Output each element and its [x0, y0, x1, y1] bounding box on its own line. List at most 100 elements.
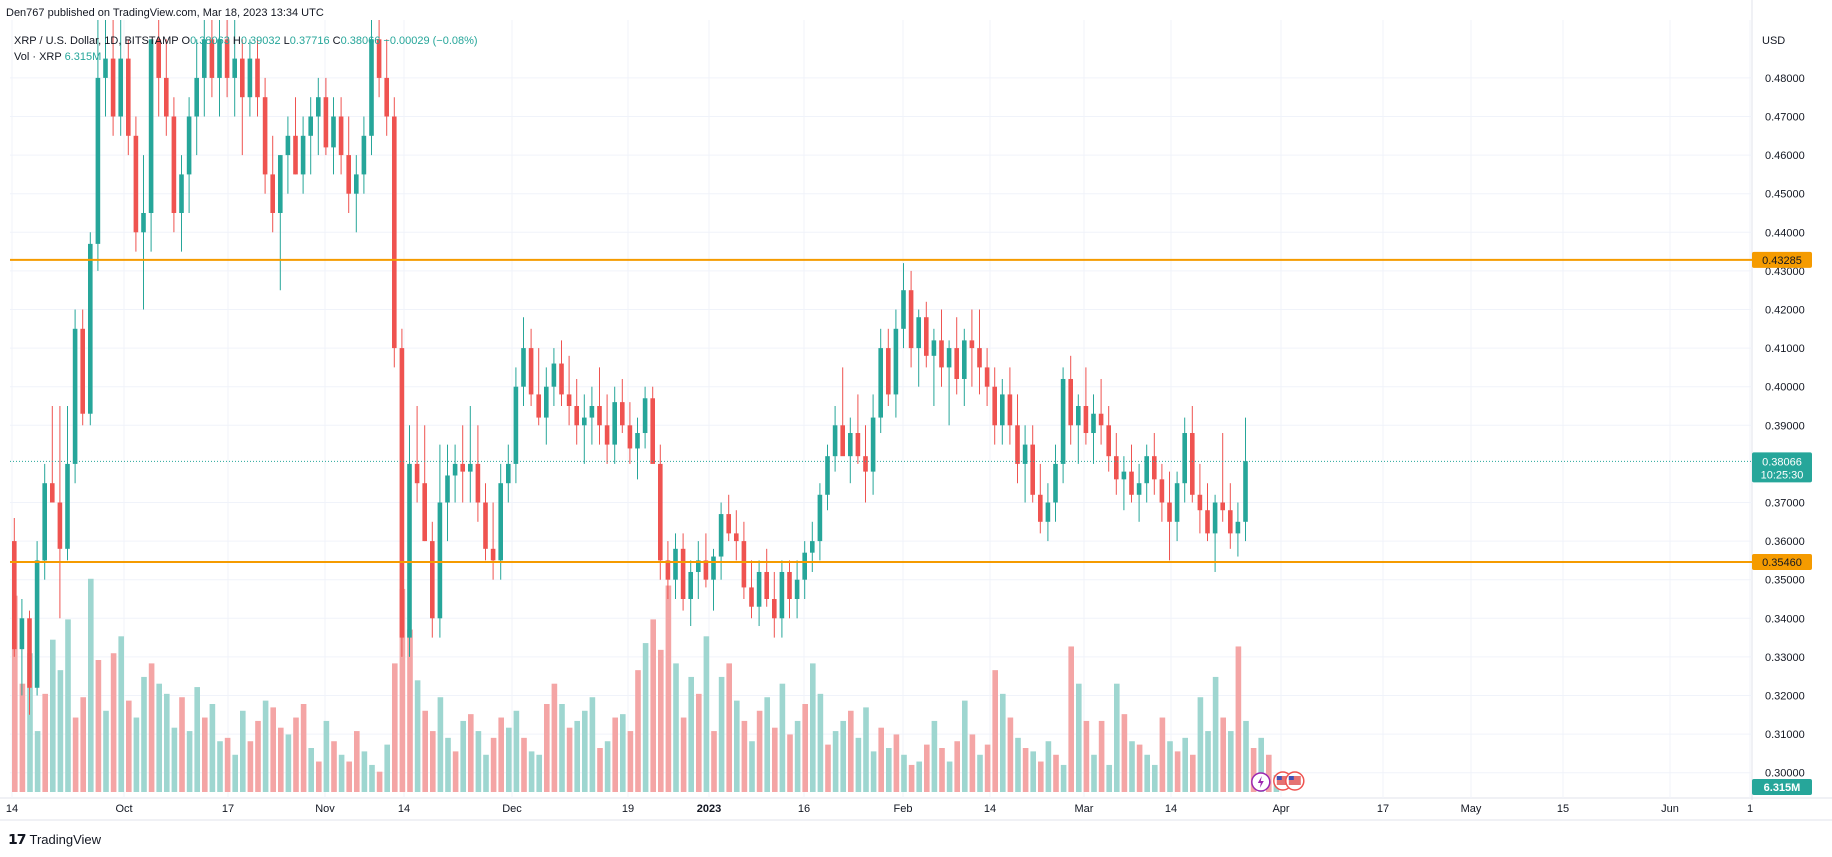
symbol-title[interactable]: XRP / U.S. Dollar, 1D, BITSTAMP: [14, 35, 179, 47]
candle-body: [984, 367, 990, 387]
candle-body: [1098, 413, 1104, 426]
volume-bar: [209, 704, 216, 792]
candle-body: [376, 39, 382, 78]
open-label: O: [181, 35, 191, 47]
candle-body: [810, 541, 815, 553]
candle-body: [316, 97, 321, 117]
flag-canton: [1288, 776, 1294, 780]
low-label: L: [283, 35, 290, 47]
candle-body: [179, 174, 184, 213]
y-tick-label: 0.46000: [1765, 150, 1805, 162]
candle-body: [1190, 433, 1195, 495]
candle-body: [597, 406, 602, 426]
candle-body: [825, 456, 830, 495]
x-tick-label: 19: [622, 803, 634, 815]
high-label: H: [232, 35, 241, 47]
x-tick-label: Nov: [315, 803, 335, 815]
volume-bar: [1060, 764, 1067, 792]
volume-bar: [460, 720, 466, 792]
volume-bar: [270, 707, 276, 792]
y-tick-label: 0.32000: [1765, 691, 1805, 703]
candle-body: [247, 58, 253, 98]
tradingview-branding[interactable]: 𝟭𝟳 TradingView: [8, 831, 101, 848]
volume-bar: [886, 748, 892, 792]
candle-body: [536, 394, 541, 418]
y-tick-label: 0.34000: [1765, 613, 1805, 625]
volume-bar: [787, 734, 793, 792]
volume-bar: [1030, 751, 1036, 792]
volume-bar: [72, 717, 79, 792]
volume-bar: [369, 764, 375, 792]
volume-bar: [1091, 754, 1097, 792]
candle-body: [1243, 461, 1248, 522]
last-price-tag: [1752, 452, 1812, 483]
volume-bar: [346, 761, 352, 792]
candle-body: [224, 39, 230, 78]
volume-bar: [688, 676, 694, 792]
volume-bar: [1015, 737, 1021, 792]
x-tick-label: 17: [1377, 803, 1389, 815]
volume-bar: [1235, 646, 1242, 792]
volume-bar: [354, 731, 360, 792]
volume-bar: [141, 676, 147, 792]
y-tick-label: 0.40000: [1765, 382, 1805, 394]
volume-bar: [1121, 714, 1128, 792]
candle-body: [582, 417, 587, 426]
y-tick-label: 0.30000: [1765, 768, 1805, 780]
candle-body: [285, 135, 291, 156]
x-tick-label: Feb: [894, 803, 913, 815]
candle-body: [95, 77, 101, 244]
price-axis[interactable]: 0.48000 0.47000 0.46000 0.45000 0.44000 0.430…: [1762, 35, 1805, 780]
volume-bar: [202, 717, 208, 792]
volume-bar: [316, 761, 322, 792]
volume-bar: [156, 683, 162, 792]
volume-bar: [103, 710, 109, 792]
candle-body: [475, 463, 481, 503]
time-axis[interactable]: 14 Oct 17 Nov 14 Dec 19 2023 16 Feb 14 Mar 14 Apr 17 Ma…: [6, 803, 1753, 815]
volume-bar: [194, 687, 200, 792]
candle-body: [126, 58, 131, 136]
candle-body: [772, 599, 777, 619]
horizontal-levels[interactable]: [10, 258, 1752, 563]
volume-bar: [1190, 754, 1196, 792]
tradingview-logo-icon: 𝟭𝟳: [8, 831, 27, 847]
event-markers[interactable]: [1251, 771, 1305, 792]
volume-bar: [278, 727, 284, 792]
volume-bar: [399, 588, 406, 792]
candle-body: [665, 560, 671, 580]
volume-bar: [870, 751, 877, 792]
volume-bar: [12, 595, 18, 792]
candle-body: [300, 135, 306, 175]
volume-bar: [65, 619, 71, 792]
candle-body: [756, 571, 762, 607]
volume-bar: [1258, 737, 1264, 792]
candle-body: [437, 502, 443, 619]
x-tick-label: Oct: [115, 803, 132, 815]
candle-body: [354, 174, 359, 194]
volume-bar: [308, 748, 314, 792]
volume-label[interactable]: Vol · XRP: [14, 51, 62, 63]
volume-bar: [42, 693, 48, 792]
volume-bar: [620, 714, 626, 792]
volume-bar: [50, 639, 56, 792]
y-tick-label: 0.45000: [1765, 189, 1805, 201]
candle-body: [414, 463, 420, 484]
candle-body: [103, 58, 108, 78]
volume-bar: [901, 754, 907, 792]
volume-bar: [1068, 646, 1074, 792]
change-value: −0.00029 (−0.08%): [383, 35, 478, 47]
volume-bar: [794, 720, 801, 792]
volume-bar: [764, 697, 770, 792]
volume-bar: [574, 720, 580, 792]
volume-tag-label: 6.315M: [1764, 782, 1801, 794]
candle-body: [80, 328, 85, 414]
candle-body: [832, 425, 838, 457]
volume-bar: [1136, 744, 1143, 792]
level-tag-label: 0.35460: [1762, 557, 1802, 569]
candle-body: [262, 97, 268, 175]
volume-bar: [946, 761, 953, 792]
last-price-value: 0.38066: [1762, 456, 1802, 468]
candle-body: [1235, 521, 1241, 534]
candle-body: [946, 348, 952, 368]
